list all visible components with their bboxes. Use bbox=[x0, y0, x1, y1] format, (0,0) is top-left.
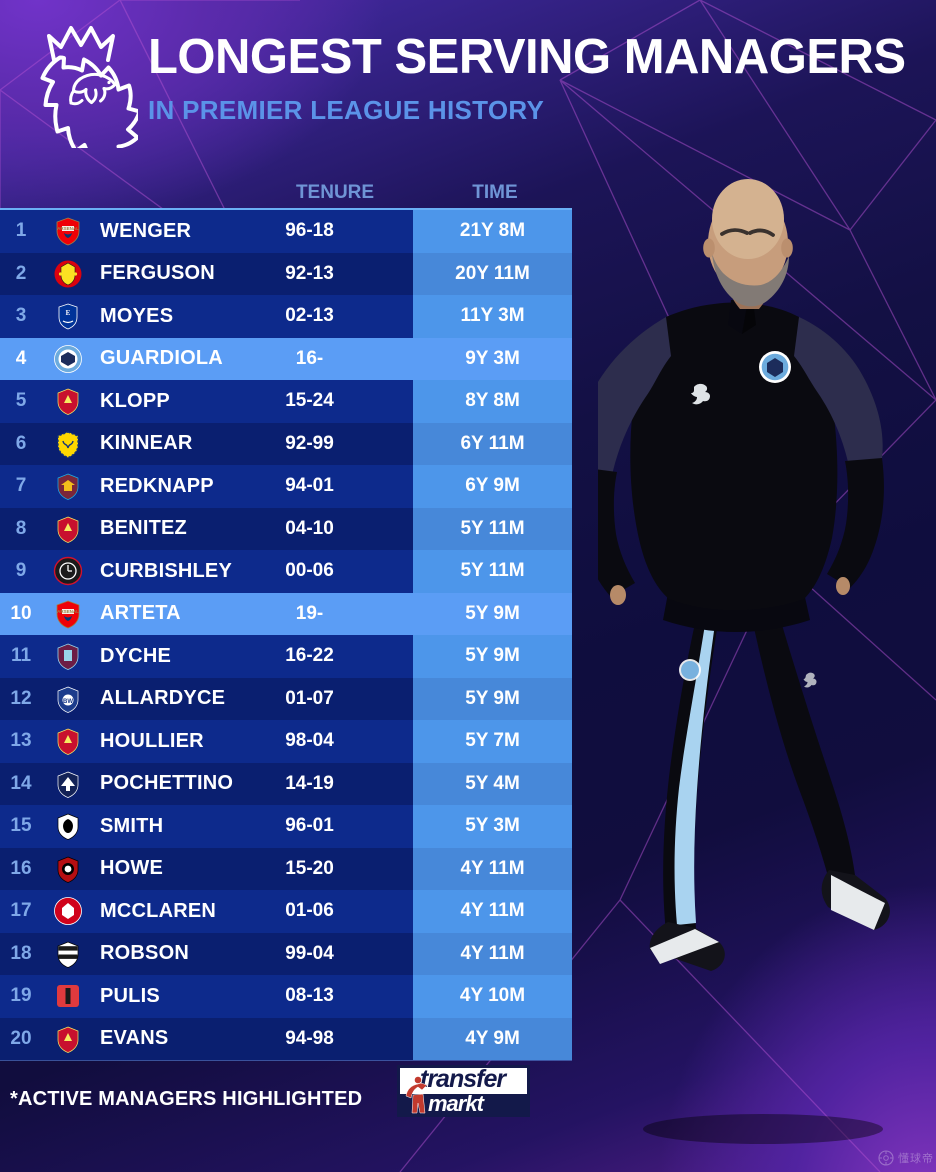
svg-text:E: E bbox=[66, 309, 71, 317]
svg-text:ARSENAL: ARSENAL bbox=[57, 226, 79, 231]
svg-text:ARSENAL: ARSENAL bbox=[57, 609, 79, 614]
svg-text:BW: BW bbox=[63, 699, 73, 705]
